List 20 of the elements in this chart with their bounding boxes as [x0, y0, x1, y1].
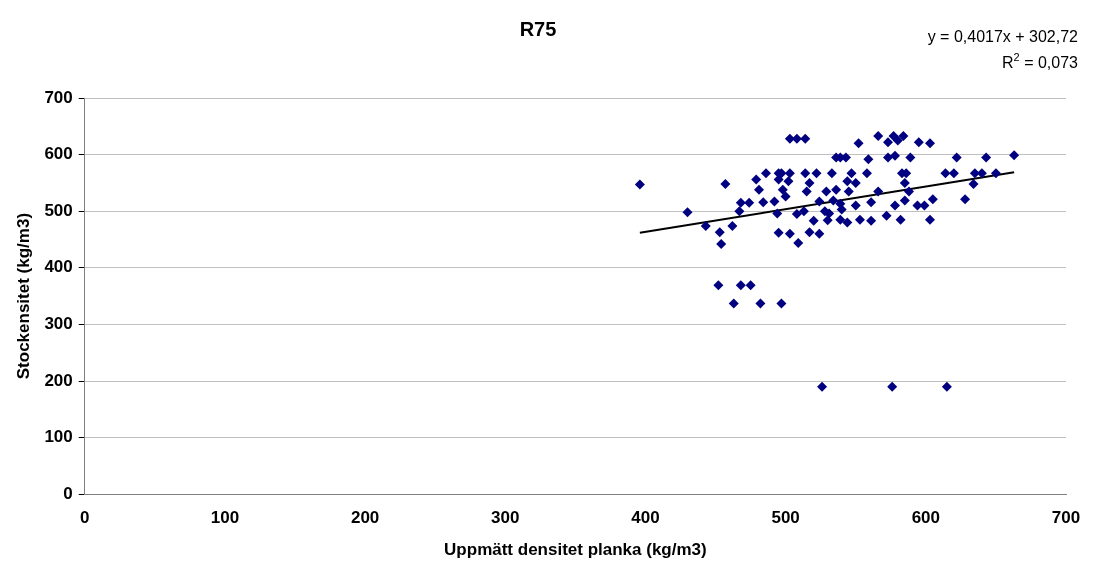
y-tick-label: 0 [63, 483, 73, 503]
x-tick-label: 100 [210, 508, 240, 528]
x-tick-label: 600 [911, 508, 941, 528]
y-axis-title: Stockensitet (kg/m3) [13, 212, 33, 380]
x-axis-title: Uppmätt densitet planka (kg/m3) [444, 540, 707, 560]
chart-title: R75 [519, 17, 557, 40]
text: y = 0,4017x + 302,72 [927, 28, 1079, 45]
x-tick-label: 200 [350, 508, 380, 528]
y-tick-label: 400 [44, 257, 73, 277]
x-tick-label: 300 [491, 508, 520, 528]
y-tick-label: 600 [44, 144, 73, 164]
y-tick-label: 100 [44, 427, 73, 447]
y-tick-label: 700 [44, 87, 73, 107]
x-tick-label: 0 [80, 508, 90, 528]
x-tick-label: 700 [1051, 508, 1081, 528]
y-tick-label: 500 [44, 200, 73, 220]
y-tick-label: 200 [44, 370, 73, 390]
x-tick-label: 500 [771, 508, 800, 528]
x-tick-label: 400 [631, 508, 660, 528]
y-tick-label: 300 [44, 314, 73, 334]
